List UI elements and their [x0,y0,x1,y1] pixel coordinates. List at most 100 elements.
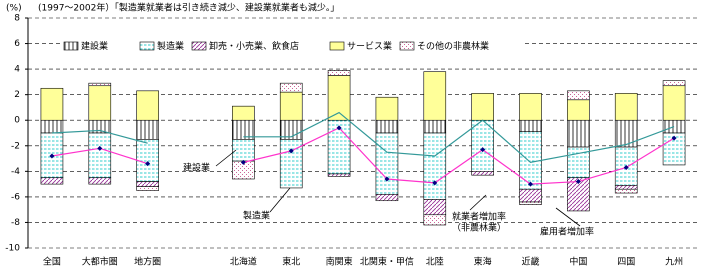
legend-label: 製造業 [157,40,184,52]
bar-segment [136,181,159,187]
annotation: （非農林業） [452,222,506,234]
bar-segment [40,177,64,185]
x-tick-label: 中国 [569,256,587,268]
bar-segment [327,70,351,76]
line-marker [432,180,438,186]
x-tick-label: 東海 [474,256,492,268]
line-series [51,111,675,164]
annotation: 雇用者増加率 [540,226,594,238]
bar-segment [567,177,590,212]
bar-segment [88,177,112,185]
line-marker [336,125,342,131]
bar-segment [567,99,590,121]
line-marker [240,159,246,165]
y-axis-label: (%) [6,4,22,14]
x-tick-label: 近畿 [521,256,539,268]
x-tick-label: 九州 [665,257,683,268]
y-tick-label: 8 [14,14,20,24]
bar-segment [375,194,399,202]
line-marker [288,148,294,154]
y-tick-label: -6 [11,192,20,202]
line-marker [145,161,151,167]
x-tick-label: 全国 [43,256,61,268]
x-tick-label: 四国 [617,257,635,268]
annotation: 建設業 [183,162,210,174]
line-marker [384,176,390,182]
line-marker [480,147,486,153]
bar-segment [423,132,447,200]
line-marker [575,179,581,185]
x-tick-label: 北海道 [230,256,257,268]
bar-segment [136,186,159,191]
annotation-arrow [215,149,237,167]
y-tick-label: -4 [11,167,20,177]
legend-swatch [139,41,155,51]
bar-segment [136,139,159,182]
bar-segment [614,119,638,148]
line-marker [97,145,103,151]
bar-segment [136,90,159,121]
bar-segment [519,119,542,133]
bar-segment [375,132,399,195]
bar-segment [423,199,447,216]
bar-segment [136,119,159,140]
bar-segment [279,139,303,189]
y-tick-label: -8 [11,218,20,228]
y-tick-label: -10 [5,244,20,254]
legend-swatch [191,41,207,51]
line-marker [49,153,55,159]
bar-segment [88,85,112,121]
annotation-arrow [555,207,581,227]
y-tick-label: 2 [14,90,20,100]
legend-label: サービス業 [347,40,392,52]
bar-segment [327,173,351,177]
bar-segment [614,93,638,121]
bar-segment [519,93,542,121]
bar-segment [614,185,638,190]
bar-segment [567,90,590,101]
x-tick-label: 北陸 [426,256,444,268]
y-tick-label: 6 [14,39,20,49]
annotation: 製造業 [243,210,270,222]
bar-segment [423,214,447,226]
legend-swatch [329,41,345,51]
bar-segment [327,75,351,121]
x-tick-label: 大都市圏 [82,256,118,268]
legend-swatch [399,41,415,51]
x-tick-label: 東北 [282,256,300,268]
legend-label: 卸売・小売業、飲食店 [209,40,299,52]
bar-segment [567,119,590,148]
bar-segment [88,132,112,179]
bar-segment [375,96,399,121]
bar-segment [614,188,638,194]
bar-segment [40,87,64,121]
bar-segment [423,119,447,134]
line-marker [671,135,677,141]
legend-label: その他の非農林業 [417,40,489,52]
bar-segment [423,71,447,121]
bar-segment [279,82,303,93]
x-tick-label: 地方圏 [134,256,161,268]
bar-segment [471,119,494,172]
legend-label: 建設業 [81,40,108,52]
x-tick-label: 南関東 [326,256,353,268]
y-tick-label: 0 [14,116,20,126]
bar-segment [471,93,494,121]
bar-segment [40,119,64,134]
y-tick-label: 4 [14,65,20,75]
bar-segment [519,188,542,203]
bar-segment [662,85,686,121]
bar-segment [375,119,399,134]
bar-segment [519,201,542,205]
y-tick-label: -2 [11,141,20,151]
annotation-arrow [469,194,487,211]
bar-segment [662,80,686,87]
annotation: 就業者増加率 [452,211,506,223]
annotation-arrow [269,187,291,213]
bar-segment [279,91,303,121]
x-tick-label: 北関東・甲信 [360,256,414,268]
legend-swatch [63,41,79,51]
line-marker [623,165,629,170]
line-marker [528,181,533,187]
